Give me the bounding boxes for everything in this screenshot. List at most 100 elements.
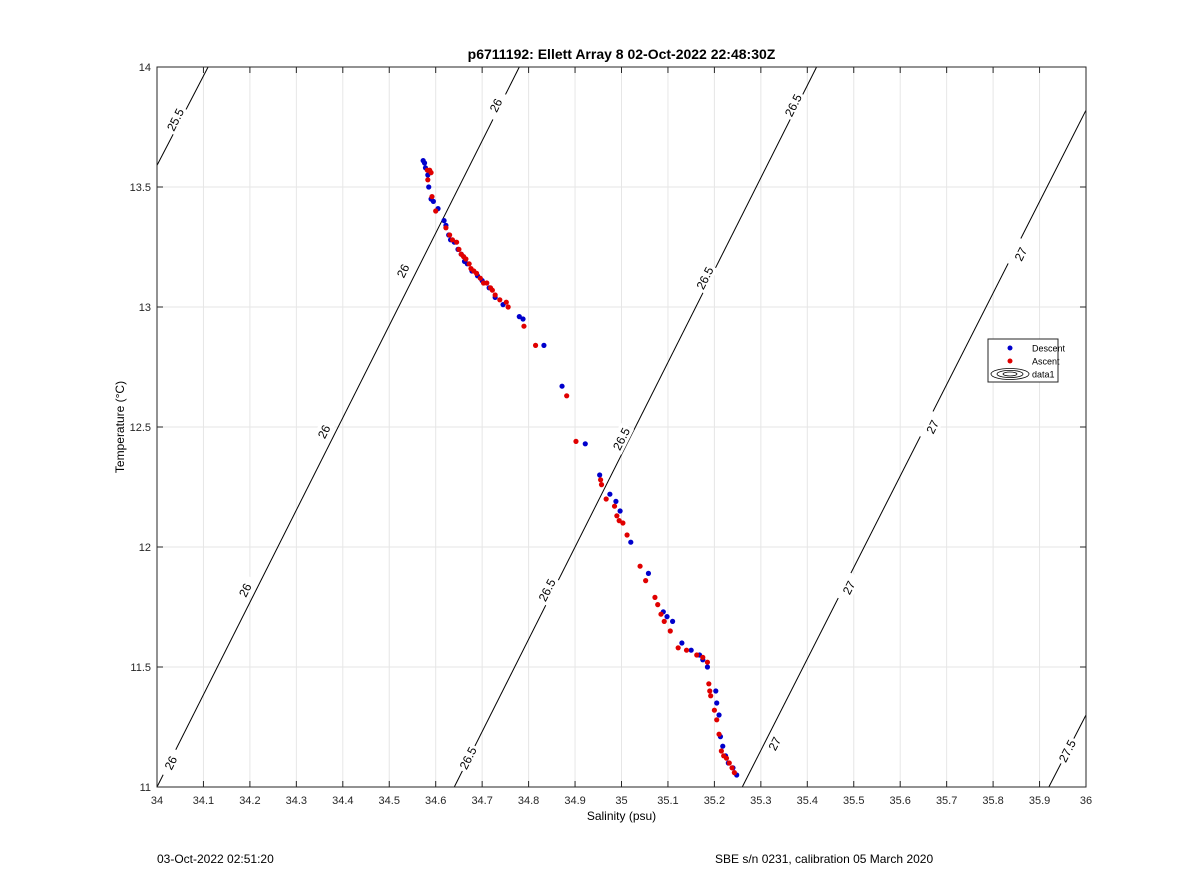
contour-label-group: 27 (761, 727, 788, 760)
contour-label: 26 (487, 96, 506, 115)
x-tick-label: 35 (615, 795, 627, 807)
ascent-point (683, 647, 690, 653)
x-tick-label: 35.8 (982, 795, 1003, 807)
ascent-point (637, 563, 643, 569)
data-points (420, 158, 740, 778)
print-timestamp: 03-Oct-2022 02:51:20 (157, 852, 274, 866)
contour-label-group: 26.5 (608, 422, 635, 455)
contour-label-bg (779, 89, 806, 122)
contour-label-group: 27.5 (1053, 734, 1080, 767)
ascent-point (667, 628, 673, 634)
descent-point (426, 184, 432, 190)
x-tick-label: 34.7 (471, 795, 492, 807)
x-tick-label: 34 (151, 795, 163, 807)
ascent-point (573, 438, 579, 444)
ascent-point (655, 602, 661, 608)
density-contour-26 (156, 66, 520, 788)
descent-point (720, 743, 726, 749)
y-tick-label: 14 (139, 62, 151, 74)
y-tick-label: 12.5 (130, 422, 151, 434)
ascent-point (700, 654, 706, 661)
contour-label: 27 (766, 734, 785, 753)
x-tick-label: 34.5 (379, 795, 400, 807)
contour-label-group: 26.5 (454, 742, 481, 774)
descent-point (597, 472, 603, 478)
contour-label-bg (482, 89, 509, 122)
contour-label-bg (157, 746, 184, 779)
ascent-point (484, 280, 490, 286)
contour-label-group: 26 (482, 89, 509, 122)
contour-label-bg (389, 254, 416, 287)
ascent-point (614, 513, 620, 519)
contour-label: 27 (840, 578, 859, 597)
contour-label-bg (1007, 238, 1034, 270)
descent-point (613, 498, 619, 504)
ascent-point (466, 261, 472, 267)
density-contour-26-5 (453, 66, 818, 788)
x-tick-label: 35.6 (889, 795, 910, 807)
y-tick-label: 13 (139, 302, 151, 314)
chart-title: p6711192: Ellett Array 8 02-Oct-2022 22:… (468, 46, 776, 62)
contour-label-group: 27 (919, 410, 946, 443)
ascent-point (611, 503, 618, 509)
ascent-point (433, 208, 439, 214)
descent-point (516, 314, 522, 320)
ascent-point (492, 292, 498, 298)
ascent-point (704, 659, 711, 665)
ascent-point (708, 693, 714, 699)
descent-point (541, 342, 547, 348)
ascent-point (456, 246, 462, 252)
ascent-point (489, 287, 495, 293)
descent-point (430, 198, 436, 204)
ascent-point (597, 477, 604, 483)
x-tick-label: 35.4 (797, 795, 818, 807)
descent-point (704, 664, 711, 670)
ascent-point (616, 518, 622, 524)
x-tick-label: 35.1 (657, 795, 678, 807)
contour-legend-marker (1002, 371, 1018, 377)
ascent-point (658, 611, 664, 617)
ascent-point (675, 645, 681, 651)
ascent-point (714, 717, 720, 723)
ascent-point (463, 256, 469, 262)
ascent-point (449, 237, 456, 243)
contour-label: 27 (923, 418, 942, 437)
contour-label-group: 27 (1007, 238, 1034, 270)
ascent-point (729, 765, 735, 771)
ascent-point (505, 304, 511, 310)
ascent-point (598, 482, 605, 488)
contour-label-bg (310, 415, 337, 448)
ascent-point (726, 760, 732, 766)
contour-label-bg (454, 742, 481, 774)
descent-point (617, 508, 623, 514)
contour-label-group: 27 (835, 571, 862, 604)
ascent-point (497, 297, 503, 303)
descent-point (441, 218, 447, 224)
contour-label-group: 26.5 (533, 574, 560, 606)
x-tick-label: 35.7 (936, 795, 957, 807)
ascent-point (723, 755, 730, 761)
contour-label-bg (608, 422, 635, 455)
x-tick-label: 34.9 (564, 795, 585, 807)
density-contour-27 (741, 109, 1087, 788)
contour-label-group: 26 (157, 746, 184, 779)
contour-label: 26 (394, 262, 413, 281)
x-tick-label: 34.2 (239, 795, 260, 807)
x-axis-label: Salinity (psu) (587, 809, 656, 823)
x-tick-label: 34.3 (286, 795, 307, 807)
contour-label-bg (761, 727, 788, 760)
legend-label: Ascent (1032, 357, 1060, 367)
descent-point (421, 160, 428, 166)
legend-label: Descent (1032, 344, 1066, 354)
ascent-point (620, 520, 626, 526)
y-tick-label: 13.5 (130, 182, 151, 194)
contour-label: 27 (1012, 245, 1031, 264)
ascent-point (425, 177, 431, 183)
ascent-point (731, 770, 737, 776)
contour-label: 26 (162, 754, 181, 773)
descent-point (628, 539, 634, 545)
y-tick-label: 11 (140, 782, 151, 794)
x-tick-label: 35.5 (843, 795, 864, 807)
ascent-point (473, 270, 480, 276)
